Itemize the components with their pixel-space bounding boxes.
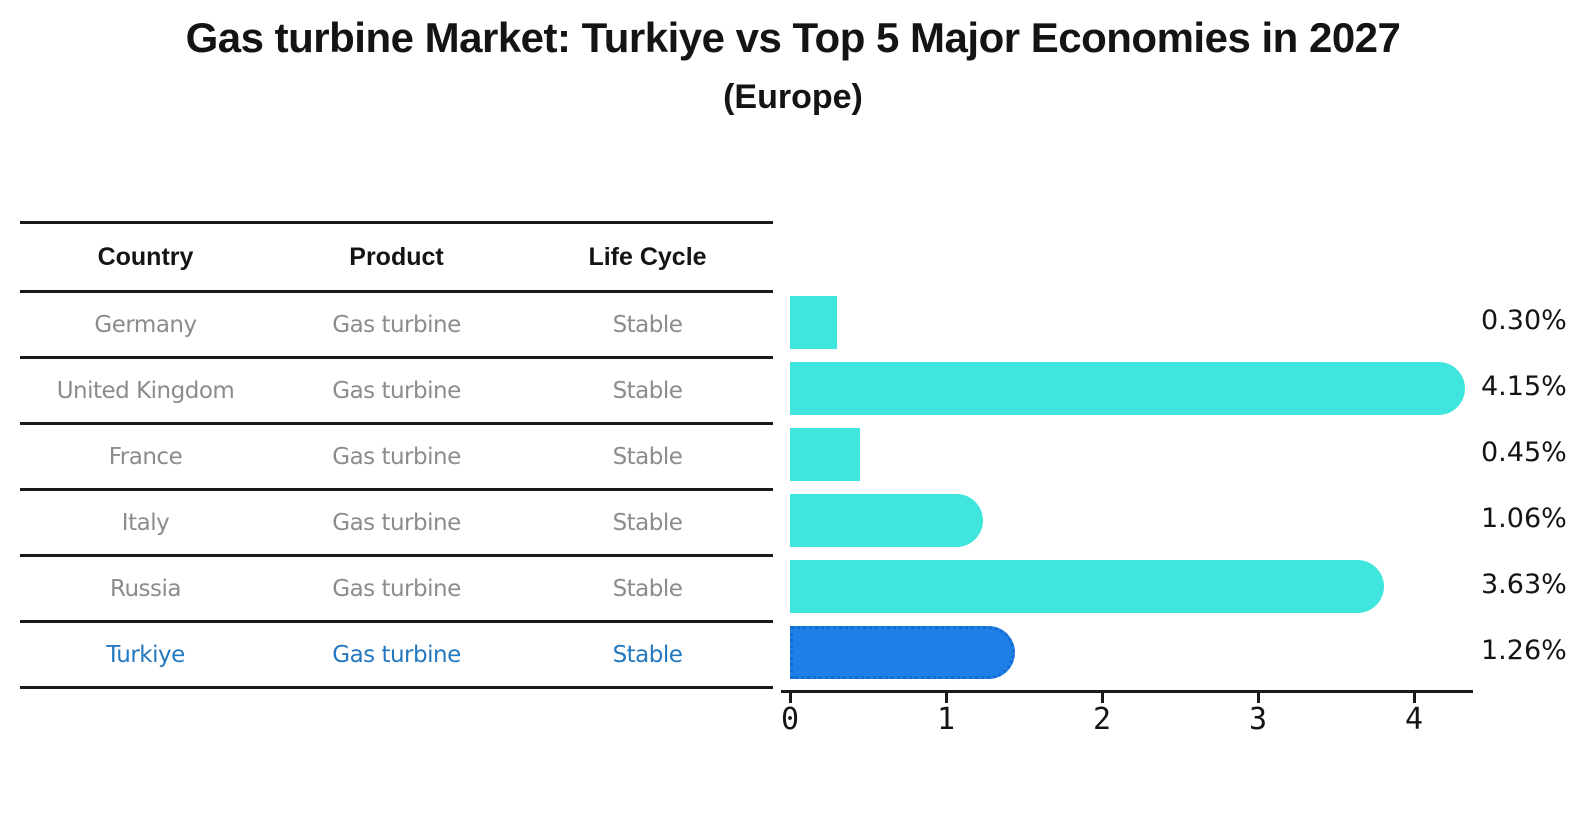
country-cell: Italy xyxy=(121,509,170,536)
x-axis-tick-label: 2 xyxy=(1092,702,1112,737)
country-table: Country Product Life Cycle Germany Gas tu… xyxy=(20,221,773,689)
table-row: United Kingdom Gas turbine Stable xyxy=(20,356,773,422)
bar xyxy=(790,362,1466,415)
bar xyxy=(790,494,984,547)
value-label: 1.06% xyxy=(1481,503,1567,534)
table-row: Italy Gas turbine Stable xyxy=(20,488,773,554)
country-cell: France xyxy=(108,443,183,470)
country-cell: United Kingdom xyxy=(56,377,235,404)
bar xyxy=(790,296,837,349)
value-label: 4.15% xyxy=(1481,371,1567,402)
product-cell: Gas turbine xyxy=(332,443,461,470)
table-header-row: Country Product Life Cycle xyxy=(20,224,773,290)
x-axis-tick-mark xyxy=(1100,693,1104,703)
x-axis-tick-label: 0 xyxy=(780,702,800,737)
bar xyxy=(790,428,861,481)
product-cell: Gas turbine xyxy=(332,575,461,602)
value-label: 1.26% xyxy=(1481,635,1567,666)
life-cycle-cell: Stable xyxy=(612,509,683,536)
product-cell: Gas turbine xyxy=(332,377,461,404)
x-axis-tick-mark xyxy=(1256,693,1260,703)
chart-subtitle: (Europe) xyxy=(723,78,863,116)
country-cell: Germany xyxy=(94,311,197,338)
x-axis-tick-label: 3 xyxy=(1248,702,1268,737)
life-cycle-cell: Stable xyxy=(612,443,683,470)
chart-title: Gas turbine Market: Turkiye vs Top 5 Maj… xyxy=(185,14,1401,61)
table-row: France Gas turbine Stable xyxy=(20,422,773,488)
table-row: Turkiye Gas turbine Stable xyxy=(20,620,773,686)
x-axis-tick-mark xyxy=(788,693,792,703)
column-header-country: Country xyxy=(97,242,194,271)
x-axis-tick-label: 1 xyxy=(936,702,956,737)
life-cycle-cell: Stable xyxy=(612,311,683,338)
x-axis-tick-mark xyxy=(944,693,948,703)
country-cell: Turkiye xyxy=(106,641,185,668)
product-cell: Gas turbine xyxy=(332,641,461,668)
product-cell: Gas turbine xyxy=(332,311,461,338)
life-cycle-cell: Stable xyxy=(612,575,683,602)
country-cell: Russia xyxy=(110,575,181,602)
value-label: 0.45% xyxy=(1481,437,1567,468)
value-label: 3.63% xyxy=(1481,569,1567,600)
column-header-product: Product xyxy=(349,242,444,271)
product-cell: Gas turbine xyxy=(332,509,461,536)
life-cycle-cell: Stable xyxy=(612,641,683,668)
life-cycle-cell: Stable xyxy=(612,377,683,404)
x-axis-tick-label: 4 xyxy=(1404,702,1424,737)
value-label: 0.30% xyxy=(1481,305,1567,336)
x-axis-tick-mark xyxy=(1412,693,1416,703)
column-header-life-cycle: Life Cycle xyxy=(588,242,707,271)
bar xyxy=(790,560,1385,613)
x-axis-line xyxy=(781,690,1473,693)
bar-highlight-turkiye xyxy=(790,626,1015,679)
table-row: Germany Gas turbine Stable xyxy=(20,290,773,356)
table-row: Russia Gas turbine Stable xyxy=(20,554,773,620)
